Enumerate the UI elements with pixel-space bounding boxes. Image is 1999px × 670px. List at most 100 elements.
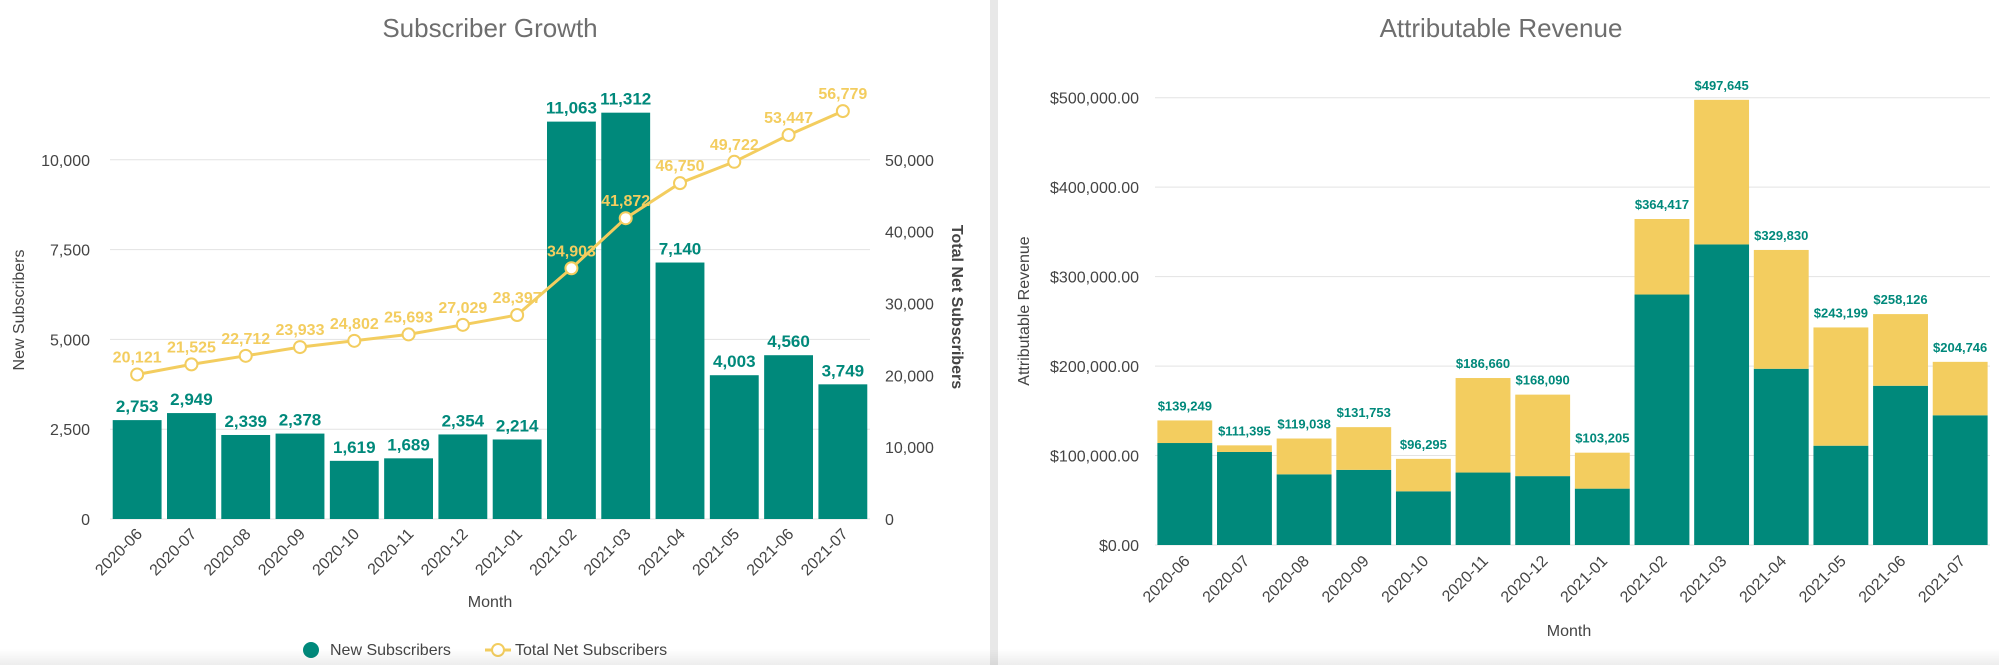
bar-new-subscribers[interactable]: [764, 355, 813, 519]
bar-total-label: $111,395: [1218, 423, 1271, 438]
bottom-shadow: [0, 649, 1999, 665]
line-point-total-net-subscribers[interactable]: [510, 307, 525, 322]
line-point-total-net-subscribers[interactable]: [293, 340, 307, 355]
line-point-total-net-subscribers[interactable]: [130, 367, 145, 382]
bar-segment-lower[interactable]: [1276, 474, 1332, 545]
bar-total-label: $103,205: [1575, 431, 1629, 446]
bar-segment-lower[interactable]: [1634, 294, 1690, 545]
bar-segment-lower[interactable]: [1217, 451, 1272, 545]
line-data-label: 56,779: [818, 86, 867, 103]
y2-tick-label: 10,000: [885, 440, 934, 457]
bar-new-subscribers[interactable]: [655, 262, 705, 519]
x-tick-label: 2021-01: [472, 526, 526, 580]
bar-segment-lower[interactable]: [1395, 491, 1451, 545]
bar-data-label: 1,689: [387, 435, 430, 454]
bar-new-subscribers[interactable]: [221, 434, 271, 519]
bar-segment-upper[interactable]: [1455, 378, 1511, 473]
bar-segment-lower[interactable]: [1157, 443, 1213, 545]
x-tick-label: 2021-01: [1558, 553, 1612, 607]
y-tick-label: $0.00: [1099, 538, 1139, 555]
bar-new-subscribers[interactable]: [438, 434, 488, 519]
bar-data-label: 2,339: [224, 412, 267, 431]
legend-label-new-subscribers[interactable]: New Subscribers: [330, 642, 451, 659]
bar-segment-upper[interactable]: [1634, 219, 1690, 295]
y-tick-label: 5,000: [50, 332, 90, 349]
line-point-total-net-subscribers[interactable]: [347, 333, 362, 348]
bar-new-subscribers[interactable]: [818, 384, 868, 519]
y2-tick-label: 30,000: [885, 296, 934, 313]
bar-segment-lower[interactable]: [1813, 445, 1869, 545]
x-tick-label: 2020-08: [1259, 553, 1313, 607]
legend[interactable]: New Subscribers Total Net Subscribers: [303, 642, 667, 659]
line-data-label: 27,029: [438, 300, 487, 317]
bar-segment-lower[interactable]: [1873, 385, 1928, 545]
y-tick-label: 7,500: [50, 243, 90, 260]
line-point-total-net-subscribers[interactable]: [781, 128, 796, 143]
line-point-total-net-subscribers[interactable]: [727, 154, 742, 169]
bar-segment-upper[interactable]: [1515, 394, 1571, 477]
bar-new-subscribers[interactable]: [384, 458, 433, 519]
bar-segment-upper[interactable]: [1336, 427, 1392, 470]
y2-axis-title: Total Net Subscribers: [948, 225, 965, 389]
line-point-total-net-subscribers[interactable]: [618, 211, 633, 226]
line-point-total-net-subscribers[interactable]: [673, 176, 687, 191]
bar-new-subscribers[interactable]: [275, 433, 325, 519]
x-tick-label: 2021-02: [527, 526, 581, 580]
line-point-total-net-subscribers[interactable]: [455, 317, 470, 332]
bar-new-subscribers[interactable]: [547, 121, 596, 520]
bar-segment-upper[interactable]: [1753, 249, 1809, 369]
line-data-label: 46,750: [656, 158, 705, 175]
bar-new-subscribers[interactable]: [329, 460, 379, 519]
bar-segment-upper[interactable]: [1873, 314, 1928, 386]
total-net-subscribers-line: [136, 109, 844, 376]
bar-data-label: 2,378: [279, 411, 322, 430]
bar-segment-lower[interactable]: [1574, 488, 1630, 545]
bar-segment-lower[interactable]: [1932, 415, 1988, 545]
bar-total-label: $119,038: [1277, 417, 1331, 432]
bar-segment-lower[interactable]: [1753, 368, 1809, 545]
x-tick-label: 2021-03: [1677, 553, 1731, 607]
line-data-label: 34,903: [547, 243, 596, 260]
y-tick-label: $200,000.00: [1050, 359, 1139, 376]
subscriber-growth-chart: Subscriber Growth 0 2,500 5,000 7,500 10,000…: [11, 13, 965, 659]
bar-segment-lower[interactable]: [1515, 476, 1571, 545]
legend-label-total-net-subscribers[interactable]: Total Net Subscribers: [515, 642, 667, 659]
bar-segment-upper[interactable]: [1813, 327, 1869, 446]
bar-segment-upper[interactable]: [1217, 445, 1272, 452]
line-point-total-net-subscribers[interactable]: [564, 261, 579, 276]
bar-new-subscribers[interactable]: [167, 413, 216, 519]
bar-data-label: 4,003: [713, 352, 756, 371]
bar-segment-upper[interactable]: [1694, 99, 1750, 245]
bar-new-subscribers[interactable]: [112, 420, 162, 519]
bar-new-subscribers[interactable]: [601, 112, 651, 519]
bar-segment-lower[interactable]: [1455, 472, 1511, 545]
bar-segment-upper[interactable]: [1395, 458, 1451, 492]
legend-swatch-new-subscribers[interactable]: [303, 642, 319, 658]
bar-segment-lower[interactable]: [1694, 244, 1750, 545]
y-tick-label: 10,000: [41, 153, 90, 170]
bar-segment-lower[interactable]: [1336, 469, 1392, 545]
bar-segment-upper[interactable]: [1932, 361, 1988, 416]
bar-new-subscribers[interactable]: [709, 375, 759, 519]
line-point-total-net-subscribers[interactable]: [401, 327, 416, 342]
line-data-label: 49,722: [710, 137, 759, 154]
bar-segment-upper[interactable]: [1276, 438, 1332, 475]
bar-segment-upper[interactable]: [1157, 420, 1213, 444]
bar-total-label: $497,645: [1694, 78, 1748, 93]
x-tick-label: 2020-09: [255, 526, 309, 580]
bar-total-label: $364,417: [1635, 197, 1689, 212]
bar-new-subscribers[interactable]: [492, 439, 542, 519]
line-point-total-net-subscribers[interactable]: [238, 348, 253, 363]
line-point-total-net-subscribers[interactable]: [835, 104, 850, 119]
legend-swatch-total-net-subscribers[interactable]: [491, 643, 505, 657]
line-data-label: 21,525: [167, 339, 216, 356]
chart-title: Attributable Revenue: [1380, 13, 1623, 43]
bar-data-label: 4,560: [767, 332, 810, 351]
y-tick-label: $500,000.00: [1050, 91, 1139, 108]
x-tick-label: 2020-11: [365, 526, 418, 579]
bar-segment-upper[interactable]: [1574, 452, 1630, 489]
line-point-total-net-subscribers[interactable]: [184, 357, 199, 372]
bar-total-label: $96,295: [1400, 437, 1447, 452]
x-axis-title: Month: [1547, 623, 1591, 640]
x-tick-label: 2021-06: [744, 526, 798, 580]
